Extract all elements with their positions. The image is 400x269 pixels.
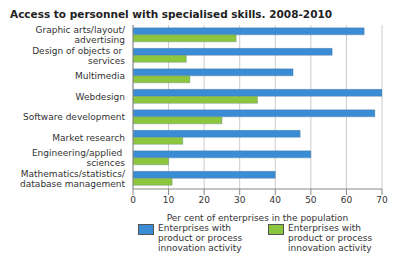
svg-text:20: 20 (198, 195, 210, 205)
svg-text:Market research: Market research (52, 133, 125, 143)
svg-text:Multimedia: Multimedia (75, 71, 125, 81)
svg-text:Design of objects or services: Design of objects or services (32, 46, 125, 66)
svg-text:10: 10 (163, 195, 175, 205)
html-text:Enterprises with product or pr: Enterprises with product or process inno… (158, 223, 243, 253)
svg-text:Mathematics/statistics/databas: Mathematics/statistics/database manageme… (20, 169, 126, 189)
html-text:Access to personnel with speci: Access to personnel with specialised ski… (10, 8, 333, 20)
svg-text:Software development: Software development (23, 112, 125, 122)
svg-text:Per cent of enterprises in the: Per cent of enterprises in the populatio… (167, 213, 349, 223)
svg-text:50: 50 (305, 195, 317, 205)
svg-text:70: 70 (376, 195, 388, 205)
svg-text:Graphic arts/layout/advertisin: Graphic arts/layout/advertising (36, 25, 126, 45)
svg-text:60: 60 (341, 195, 353, 205)
svg-text:40: 40 (270, 195, 282, 205)
svg-text:0: 0 (130, 195, 136, 205)
svg-text:Engineering/applied sciences: Engineering/applied sciences (32, 148, 125, 168)
html-text:Enterprises with product or pr: Enterprises with product or process inno… (288, 223, 373, 253)
svg-text:Webdesign: Webdesign (76, 92, 125, 102)
svg-text:30: 30 (234, 195, 246, 205)
